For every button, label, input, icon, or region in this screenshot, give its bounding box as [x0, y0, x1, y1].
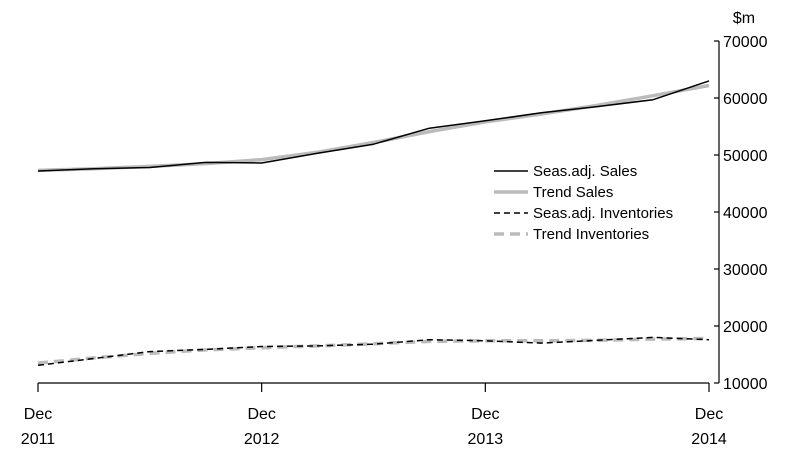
y-axis-unit-label: $m — [733, 10, 755, 27]
legend-label: Seas.adj. Sales — [533, 163, 637, 180]
y-tick-label: 60000 — [723, 91, 768, 108]
x-tick-label-year: 2013 — [468, 431, 504, 448]
x-tick-label-month: Dec — [247, 406, 275, 423]
y-tick-label: 10000 — [723, 376, 768, 393]
y-tick-label: 70000 — [723, 34, 768, 51]
series-line-seas-adj-inventories — [37, 336, 710, 367]
x-tick-label-month: Dec — [471, 406, 499, 423]
series-layer — [37, 80, 710, 367]
series-line-seas-adj-sales — [37, 80, 710, 172]
y-tick-label: 50000 — [723, 148, 768, 165]
series-line-trend-sales — [37, 83, 710, 173]
legend: Seas.adj. Sales Trend Sales Seas.adj. Inve… — [494, 163, 673, 243]
x-tick-label-month: Dec — [695, 406, 723, 423]
legend-label: Trend Inventories — [533, 226, 649, 243]
axes: 10000 20000 30000 40000 50000 60000 70000 Dec 20… — [21, 34, 768, 448]
y-tick-label: 20000 — [723, 319, 768, 336]
series-line-trend-inventories — [37, 336, 710, 365]
y-tick-label: 30000 — [723, 262, 768, 279]
x-tick-label-year: 2012 — [244, 431, 280, 448]
legend-label: Trend Sales — [533, 184, 613, 201]
x-tick-label-year: 2011 — [21, 431, 56, 448]
y-tick-label: 40000 — [723, 205, 768, 222]
x-tick-label-year: 2014 — [691, 431, 727, 448]
legend-label: Seas.adj. Inventories — [533, 205, 673, 222]
x-tick-label-month: Dec — [24, 406, 52, 423]
